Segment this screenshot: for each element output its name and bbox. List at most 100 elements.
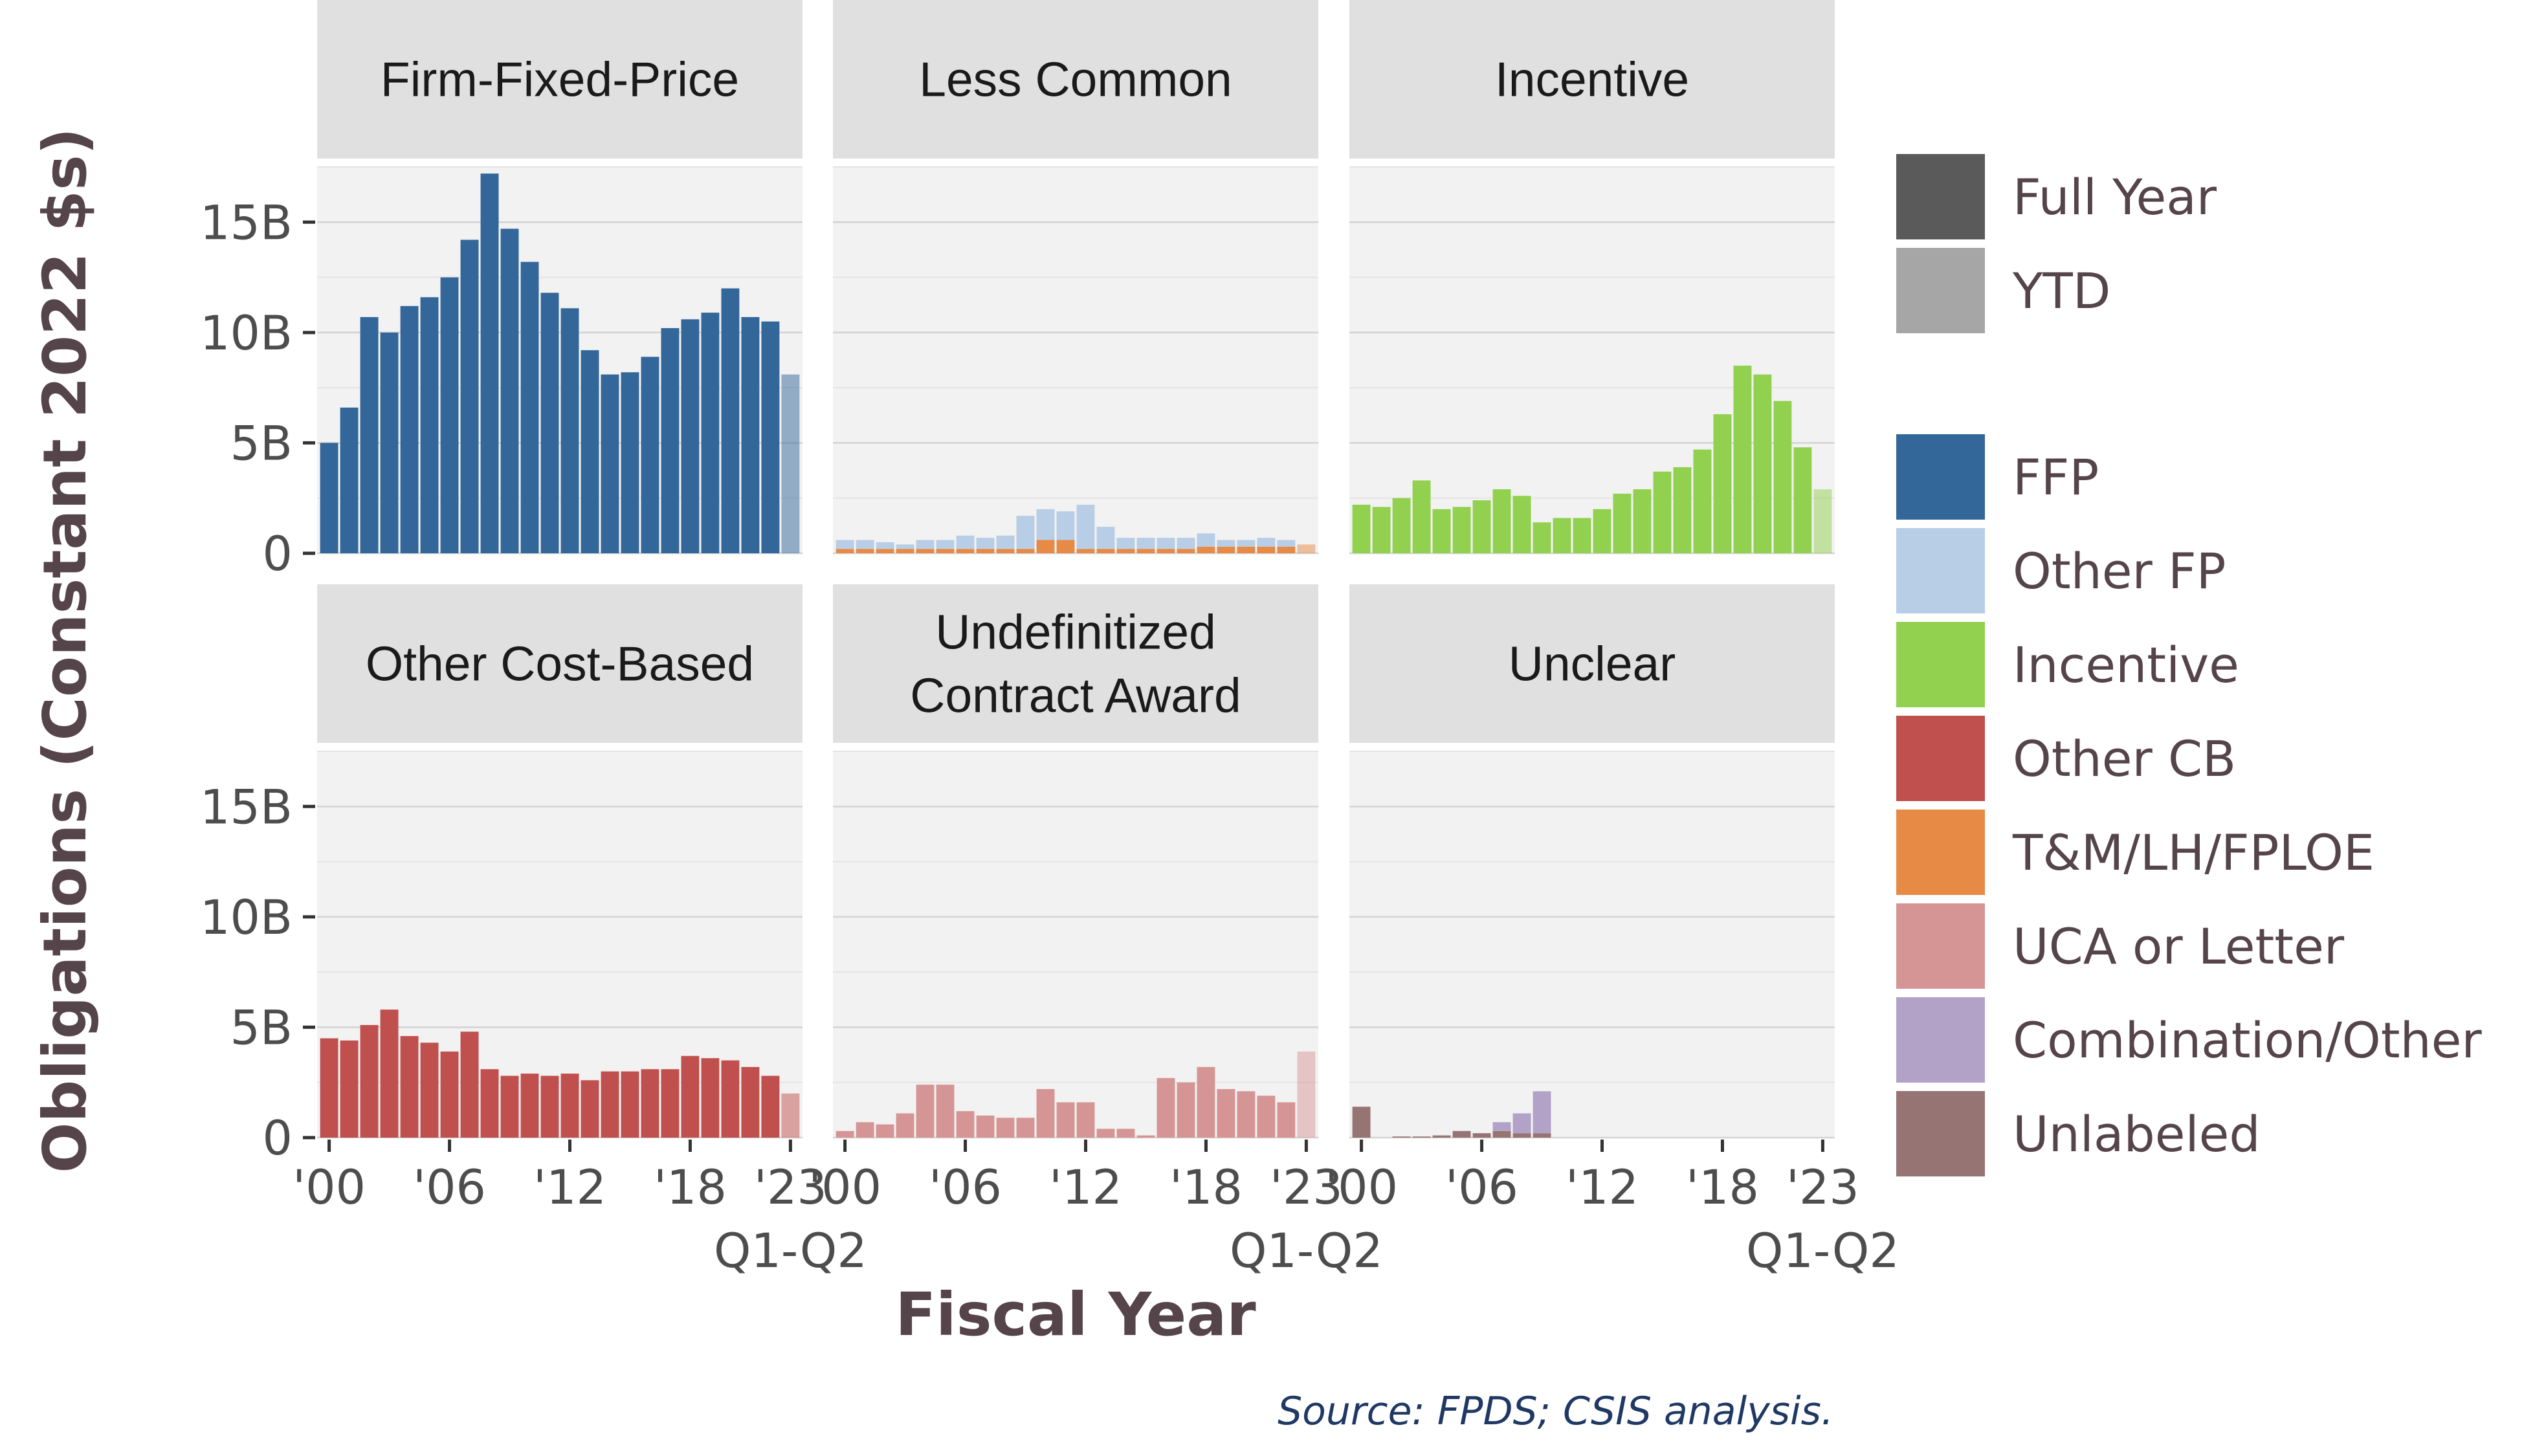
- bar-incentive-2022: [1793, 447, 1812, 553]
- bar-t-m-lh-fploe-2001: [856, 549, 874, 553]
- bar-t-m-lh-fploe-2015: [1136, 549, 1155, 553]
- y-tick-label: 0: [263, 1111, 293, 1166]
- bar-incentive-2020: [1753, 374, 1772, 553]
- y-tick-label: 10B: [200, 890, 293, 945]
- panel-title: Undefinitized: [935, 605, 1216, 659]
- panel-5: Undefinitized Contract Award: [833, 584, 1318, 1139]
- bar-other-fp-2009: [1016, 516, 1035, 549]
- bar-other-fp-2013: [1096, 527, 1115, 549]
- bar-uca-or-letter-2011: [1056, 1102, 1075, 1138]
- plot-background: [833, 167, 1318, 553]
- x-tick-label: '23: [754, 1160, 827, 1215]
- bar-other-fp-2003: [896, 544, 914, 549]
- bar-uca-or-letter-2003: [896, 1113, 914, 1138]
- legend-key: [1892, 712, 1989, 805]
- bar-ffp-2017: [661, 328, 680, 553]
- bar-unlabeled-2004: [1432, 1135, 1451, 1138]
- bar-incentive-2006: [1472, 500, 1491, 553]
- bar-unlabeled-2009: [1533, 1133, 1551, 1138]
- legend-key: [1892, 618, 1989, 711]
- source-note: Source: FPDS; CSIS analysis.: [1278, 1389, 1833, 1434]
- bar-other-cb-2008: [480, 1069, 499, 1138]
- bar-t-m-lh-fploe-2008: [996, 549, 1015, 553]
- legend-label: UCA or Letter: [2013, 918, 2345, 975]
- legend-key: [1892, 993, 1989, 1086]
- bar-other-cb-2007: [460, 1031, 479, 1138]
- bar-other-cb-2017: [661, 1069, 680, 1138]
- bar-t-m-lh-fploe-2000: [836, 549, 854, 553]
- bar-other-cb-2019: [701, 1058, 720, 1138]
- panel-title: Less Common: [919, 52, 1232, 107]
- bar-incentive-2021: [1773, 401, 1792, 553]
- bar-uca-or-letter-2016: [1157, 1077, 1175, 1138]
- bar-other-fp-2006: [956, 535, 975, 549]
- bar-other-cb-2006: [440, 1051, 459, 1138]
- bar-other-fp-2010: [1036, 509, 1055, 540]
- bar-t-m-lh-fploe-2002: [876, 549, 894, 553]
- bar-incentive-2012: [1593, 509, 1611, 553]
- bar-uca-or-letter-2004: [916, 1085, 935, 1138]
- y-tick-label: 15B: [200, 195, 293, 250]
- bar-other-cb-2023: [781, 1093, 800, 1138]
- bar-unlabeled-2005: [1452, 1131, 1471, 1138]
- x-tick-label: '06: [413, 1160, 486, 1215]
- bar-ffp-2007: [460, 239, 479, 553]
- bar-uca-or-letter-2017: [1177, 1082, 1195, 1138]
- panel-strip: [1349, 0, 1835, 159]
- x-tick-label: '00: [293, 1160, 366, 1215]
- bar-other-fp-2012: [1076, 504, 1095, 549]
- bar-uca-or-letter-2012: [1076, 1102, 1095, 1138]
- bar-other-cb-2010: [520, 1074, 539, 1138]
- bar-unlabeled-2000: [1352, 1107, 1371, 1138]
- bar-t-m-lh-fploe-2004: [916, 549, 935, 553]
- legend-label: Incentive: [2013, 636, 2239, 694]
- bar-incentive-2017: [1693, 449, 1712, 553]
- bar-incentive-2014: [1633, 489, 1652, 553]
- panel-1: Firm-Fixed-Price: [317, 0, 803, 555]
- bar-t-m-lh-fploe-2021: [1257, 546, 1276, 553]
- bar-other-cb-2015: [621, 1071, 639, 1138]
- panel-strip: [833, 0, 1318, 159]
- legend-label: Full Year: [2013, 168, 2217, 226]
- x-tick-label: '06: [929, 1160, 1002, 1215]
- bar-t-m-lh-fploe-2016: [1157, 549, 1175, 553]
- legend-label: FFP: [2013, 448, 2099, 506]
- bar-unlabeled-2007: [1492, 1131, 1511, 1138]
- bar-ffp-2003: [380, 332, 399, 553]
- bar-t-m-lh-fploe-2022: [1277, 546, 1296, 553]
- legend-label: Other CB: [2013, 730, 2236, 788]
- x-tick-label-ytd: Q1-Q2: [714, 1224, 867, 1279]
- bar-other-cb-2004: [400, 1036, 419, 1138]
- bar-other-fp-2017: [1177, 538, 1195, 549]
- legend-key: [1892, 524, 1989, 617]
- bar-t-m-lh-fploe-2018: [1197, 546, 1215, 553]
- bar-t-m-lh-fploe-2012: [1076, 549, 1095, 553]
- bar-incentive-2015: [1653, 471, 1672, 553]
- x-tick-label: '12: [1566, 1160, 1639, 1215]
- bar-ffp-2004: [400, 305, 419, 553]
- bar-incentive-2005: [1452, 507, 1471, 553]
- bar-t-m-lh-fploe-2006: [956, 549, 975, 553]
- bar-other-cb-2012: [560, 1074, 579, 1138]
- bar-other-fp-2002: [876, 542, 894, 549]
- bar-incentive-2008: [1512, 496, 1531, 553]
- bar-other-cb-2002: [360, 1025, 379, 1138]
- bar-other-cb-2018: [681, 1055, 700, 1138]
- x-tick-label: '00: [1325, 1160, 1398, 1215]
- bar-ffp-2013: [581, 350, 599, 553]
- legend-label: T&M/LH/FPLOE: [2012, 824, 2375, 881]
- legend-key: [1892, 430, 1989, 524]
- bar-t-m-lh-fploe-2007: [976, 549, 995, 553]
- bar-uca-or-letter-2021: [1257, 1096, 1276, 1138]
- bar-t-m-lh-fploe-2020: [1237, 546, 1256, 553]
- bar-t-m-lh-fploe-2013: [1096, 549, 1115, 553]
- bar-ffp-2023: [781, 374, 800, 553]
- bar-t-m-lh-fploe-2003: [896, 549, 914, 553]
- bar-combination-other-2008: [1512, 1113, 1531, 1134]
- bar-t-m-lh-fploe-2005: [936, 549, 955, 553]
- y-axes: 0 5B 10B 15B 0 5B 10B 15B: [200, 195, 315, 1166]
- bar-t-m-lh-fploe-2017: [1177, 549, 1195, 553]
- bar-incentive-2004: [1432, 509, 1451, 553]
- bar-ffp-2021: [741, 316, 760, 553]
- bar-incentive-2011: [1573, 518, 1591, 553]
